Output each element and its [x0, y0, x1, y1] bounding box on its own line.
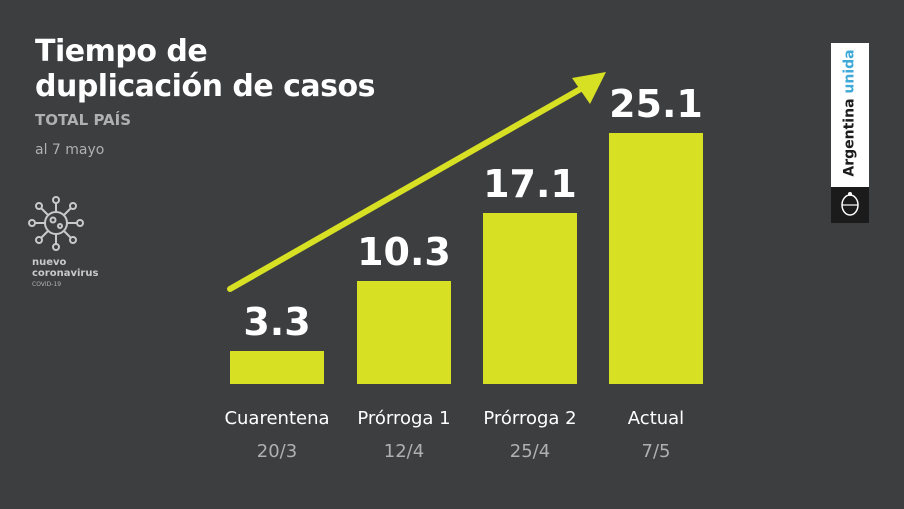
title-line-1: Tiempo de — [35, 34, 208, 69]
value-label-1: 3.3 — [243, 300, 310, 344]
category-label-2: Prórroga 1 — [357, 408, 450, 429]
virus-icon — [28, 196, 84, 251]
date-label-2: 12/4 — [384, 441, 424, 462]
bar-2 — [357, 281, 451, 384]
bar-3 — [483, 213, 577, 384]
coronavirus-logo: nuevo coronavirus COVID-19 — [24, 195, 104, 295]
logo-line-3: COVID-19 — [32, 281, 62, 288]
chart-date: al 7 mayo — [35, 142, 105, 158]
logo-line-2: coronavirus — [32, 268, 99, 279]
category-label-1: Cuarentena — [224, 408, 329, 429]
date-label-3: 25/4 — [510, 441, 550, 462]
bar-1 — [230, 351, 324, 384]
chart-title: Tiempo de duplicación de casos — [35, 34, 376, 104]
argentina-unida-logo: Argentina unida — [831, 43, 869, 223]
bar-4 — [609, 133, 703, 384]
trend-arrow-shaft — [227, 84, 587, 292]
trend-arrow-head — [572, 72, 606, 104]
date-label-1: 20/3 — [257, 441, 297, 462]
value-label-2: 10.3 — [357, 230, 451, 274]
value-label-4: 25.1 — [609, 82, 703, 126]
category-label-3: Prórroga 2 — [483, 408, 576, 429]
value-label-3: 17.1 — [483, 162, 577, 206]
title-line-2: duplicación de casos — [35, 69, 376, 104]
category-label-4: Actual — [628, 408, 684, 429]
coat-of-arms-icon — [831, 187, 869, 223]
chart-subtitle: TOTAL PAÍS — [35, 111, 132, 129]
date-label-4: 7/5 — [642, 441, 671, 462]
logo-line-1: nuevo — [32, 257, 67, 268]
